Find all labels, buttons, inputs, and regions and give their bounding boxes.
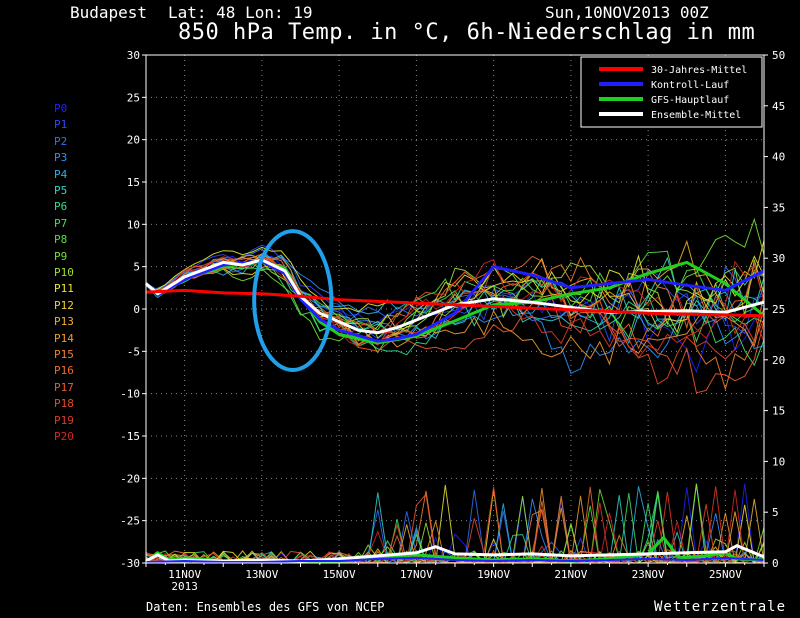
y2-tick-label: 50 xyxy=(772,49,785,62)
y-tick-label: -5 xyxy=(127,345,140,358)
y-tick-label: -20 xyxy=(120,472,140,485)
member-label: P16 xyxy=(54,364,74,378)
member-temp-line xyxy=(145,250,765,331)
member-temp-line xyxy=(145,253,765,391)
y2-tick-label: 0 xyxy=(772,557,779,570)
member-label: P2 xyxy=(54,134,68,148)
member-label: P17 xyxy=(54,380,74,394)
x-tick-label: 23NOV xyxy=(632,568,665,581)
member-label: P6 xyxy=(54,200,68,214)
x-year-label: 2013 xyxy=(171,580,198,593)
y-tick-label: -30 xyxy=(120,557,140,570)
member-label: P11 xyxy=(54,282,74,296)
member-temp-line xyxy=(145,258,765,347)
coords-label: Lat: 48 Lon: 19 xyxy=(168,3,313,22)
member-label: P7 xyxy=(54,216,68,230)
y-axis-left: 30 25 20 15 10 5 0 -5 -10 -15 -20 -25 -30 xyxy=(120,49,146,570)
x-tick-label: 21NOV xyxy=(554,568,587,581)
member-temp-line xyxy=(145,248,765,374)
member-label: P19 xyxy=(54,413,74,427)
annotation-layer xyxy=(252,229,334,372)
x-tick-label: 25NOV xyxy=(709,568,742,581)
y-tick-label: 15 xyxy=(127,176,140,189)
member-label: P8 xyxy=(54,233,68,247)
precip-line xyxy=(145,556,765,563)
member-label: P13 xyxy=(54,315,74,329)
legend-label: Ensemble-Mittel xyxy=(651,110,741,121)
member-label: P0 xyxy=(54,102,68,115)
x-tick-label: 15NOV xyxy=(323,568,356,581)
chart-legend: 30-Jahres-Mittel Kontroll-Lauf GFS-Hauptla… xyxy=(580,56,763,128)
member-label: P3 xyxy=(54,151,68,165)
x-tick-label: 13NOV xyxy=(245,568,278,581)
y-tick-label: 20 xyxy=(127,134,140,147)
y-tick-label: 0 xyxy=(133,303,140,316)
y-tick-label: -25 xyxy=(120,515,140,528)
member-label: P9 xyxy=(54,249,68,263)
brand-label: Wetterzentrale xyxy=(654,599,787,615)
x-tick-label: 19NOV xyxy=(477,568,510,581)
run-time-label: Sun,10NOV2013 00Z xyxy=(545,3,709,22)
legend-label: GFS-Hauptlauf xyxy=(651,95,729,106)
y-tick-label: 30 xyxy=(127,49,140,62)
y-tick-label: 10 xyxy=(127,218,140,231)
y2-tick-label: 40 xyxy=(772,151,785,164)
highlight-ellipse xyxy=(252,229,334,372)
data-source-label: Daten: Ensembles des GFS von NCEP xyxy=(146,600,385,614)
legend-label: 30-Jahres-Mittel xyxy=(651,65,747,76)
member-label: P14 xyxy=(54,331,74,345)
y2-tick-label: 30 xyxy=(772,252,785,265)
y-tick-label: 25 xyxy=(127,91,140,104)
y2-tick-label: 25 xyxy=(772,303,785,316)
member-label: P18 xyxy=(54,397,74,411)
y2-tick-label: 5 xyxy=(772,506,779,519)
y-tick-label: -10 xyxy=(120,388,140,401)
y-tick-label: 5 xyxy=(133,261,140,274)
y2-tick-label: 45 xyxy=(772,100,785,113)
location-label: Budapest xyxy=(70,3,148,22)
y2-tick-label: 15 xyxy=(772,405,785,418)
chart-title: 850 hPa Temp. in °C, 6h-Niederschlag in … xyxy=(178,20,756,45)
member-temp-line xyxy=(145,254,765,366)
member-label: P10 xyxy=(54,266,74,279)
member-label: P1 xyxy=(54,118,68,132)
member-temp-line xyxy=(145,240,765,337)
member-label: P4 xyxy=(54,167,68,181)
x-axis: 11NOV 13NOV 15NOV 17NOV 19NOV 21NOV 23NOV 25NOV… xyxy=(145,563,765,593)
member-label: P12 xyxy=(54,298,74,312)
member-label: P20 xyxy=(54,430,74,443)
y-tick-label: -15 xyxy=(120,430,140,443)
member-label: P15 xyxy=(54,348,74,361)
ensemble-members xyxy=(145,217,765,565)
x-tick-label: 11NOV xyxy=(168,568,201,581)
x-tick-label: 17NOV xyxy=(400,568,433,581)
member-label: P5 xyxy=(54,184,68,197)
y2-tick-label: 20 xyxy=(772,354,785,367)
y2-tick-label: 35 xyxy=(772,201,785,214)
temp-line xyxy=(145,288,765,318)
series-lines xyxy=(144,258,765,564)
y2-tick-label: 10 xyxy=(772,455,785,468)
legend-label: Kontroll-Lauf xyxy=(651,80,729,91)
